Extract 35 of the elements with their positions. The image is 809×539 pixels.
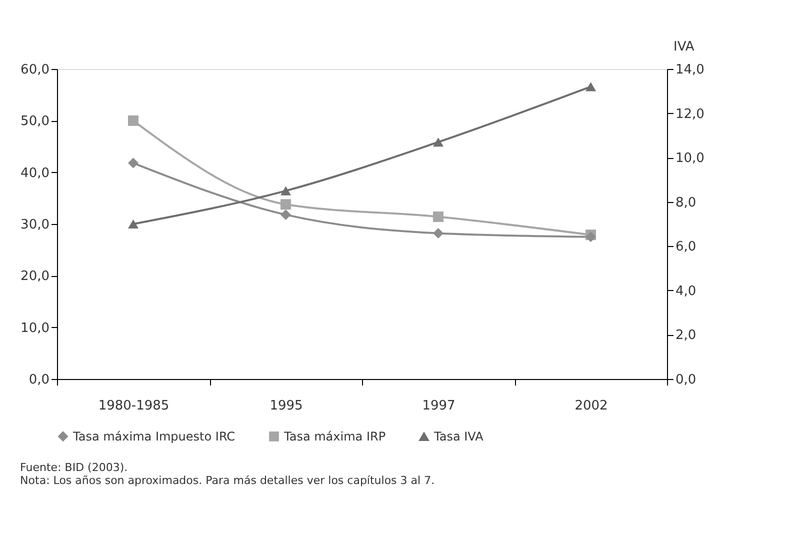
y-tick-label: 50,0 — [20, 114, 50, 130]
point — [128, 158, 138, 168]
point — [586, 82, 596, 92]
legend-label: Tasa máxima IRP — [283, 429, 386, 444]
legend-label: Tasa máxima Impuesto IRC — [72, 429, 236, 444]
point — [128, 115, 138, 126]
y-tick-label: 10,0 — [20, 320, 50, 336]
y-tick-label: 40,0 — [20, 166, 50, 181]
x-tick-label: 1980-1985 — [98, 398, 170, 414]
y-tick-label: 60,0 — [20, 62, 50, 78]
y2-tick-label: 10,0 — [676, 151, 704, 166]
x-tick-label: 1995 — [270, 398, 303, 414]
y2-tick-label: 2,0 — [676, 328, 696, 344]
y2-axis-title: IVA — [674, 40, 694, 54]
x-tick-label: 2002 — [574, 398, 608, 414]
y-tick-label: 30,0 — [20, 218, 50, 232]
point — [280, 199, 291, 210]
point — [433, 228, 444, 239]
y2-tick-label: 14,0 — [676, 62, 704, 78]
point — [128, 219, 138, 229]
point — [280, 186, 291, 196]
point — [433, 212, 444, 222]
legend-label: Tasa IVA — [433, 430, 484, 444]
y2-tick-label: 8,0 — [676, 195, 696, 210]
y2-tick-label: 0,0 — [676, 372, 696, 388]
text: Nota: Los años son aproximados. Para más detalles ver los capítulos 3 al 7. — [20, 474, 435, 487]
x-tick-label: 1997 — [422, 398, 456, 414]
y-tick-label: 0,0 — [28, 372, 50, 388]
point — [280, 209, 291, 220]
y2-tick-label: 6,0 — [676, 240, 696, 255]
y2-tick-label: 4,0 — [676, 284, 696, 299]
y2-tick-label: 12,0 — [676, 106, 704, 122]
point — [433, 138, 444, 147]
source-note: Fuente: BID (2003). — [20, 461, 128, 474]
y-tick-label: 20,0 — [20, 269, 50, 284]
